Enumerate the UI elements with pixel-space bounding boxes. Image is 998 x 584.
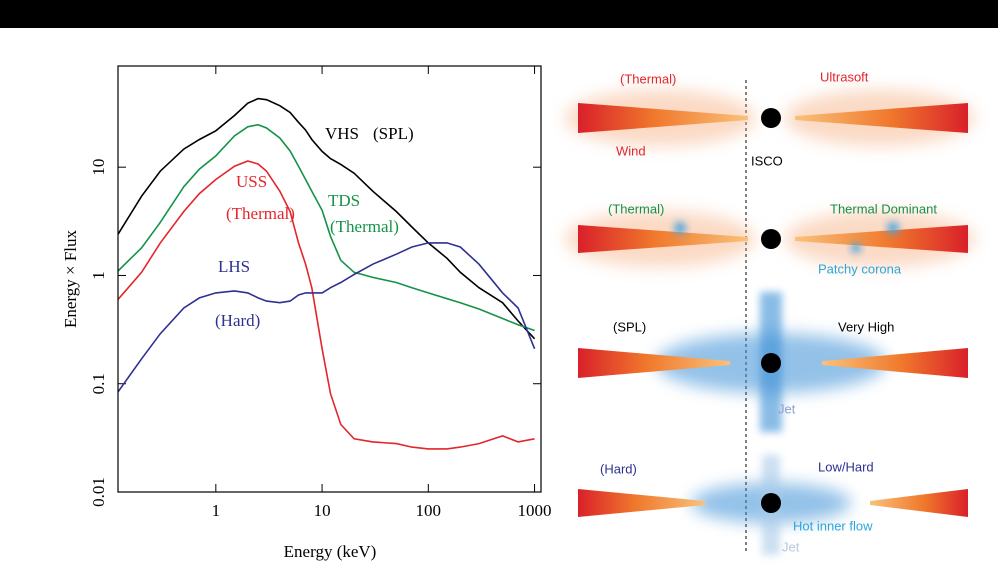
y-tick-label: 1 (89, 271, 108, 280)
series-label: TDS (328, 191, 360, 210)
top-bar (0, 0, 998, 28)
y-tick-label: 10 (89, 159, 108, 176)
note: Wind (616, 143, 646, 158)
y-axis-label: Energy × Flux (61, 229, 80, 328)
plot: 1 10 100 1000 0.01 0.1 1 10 VHS (SPL) USS (Thermal)… (89, 65, 552, 520)
state-label: Ultrasoft (820, 69, 869, 84)
state-label: Thermal Dominant (830, 201, 937, 216)
disk (822, 348, 968, 378)
series-label: LHS (218, 257, 250, 276)
black-hole (761, 108, 781, 128)
series-state: (Hard) (215, 311, 260, 330)
y-tick-label: 0.1 (89, 373, 108, 394)
series-label: VHS (325, 124, 359, 143)
state-label: (SPL) (613, 319, 646, 334)
series-label: USS (236, 172, 267, 191)
series-state: (Thermal) (330, 217, 399, 236)
disk (578, 225, 748, 253)
state-label: Very High (838, 319, 894, 334)
note: Patchy corona (818, 261, 902, 276)
x-tick-label: 1000 (518, 501, 552, 520)
series-line (118, 97, 536, 340)
x-tick-label: 10 (314, 501, 331, 520)
corona-blob (887, 222, 899, 234)
y-tick-label: 0.01 (89, 477, 108, 507)
disk (578, 489, 705, 517)
black-hole (761, 353, 781, 373)
disk (795, 225, 968, 253)
series-state: (SPL) (373, 124, 414, 143)
diagram: (Thermal) Ultrasoft Wind ISCO (Thermal) … (565, 69, 975, 555)
state-label: (Thermal) (620, 71, 676, 86)
series-group (118, 97, 536, 450)
note: Hot inner flow (793, 518, 873, 533)
note: Jet (782, 539, 800, 554)
disk (578, 348, 730, 378)
note: ISCO (751, 153, 783, 168)
series-line (118, 123, 535, 332)
series-line (118, 242, 536, 393)
corona-blob (674, 222, 686, 234)
disk (870, 489, 968, 517)
series-state: (Thermal) (226, 204, 295, 223)
state-label: (Thermal) (608, 201, 664, 216)
series-line (118, 160, 535, 450)
x-tick-label: 100 (416, 501, 442, 520)
state-label: (Hard) (600, 461, 637, 476)
x-axis-label: Energy (keV) (284, 542, 377, 561)
x-tick-label: 1 (212, 501, 221, 520)
corona-blob (851, 243, 861, 253)
plot-frame (117, 65, 542, 493)
black-hole (761, 229, 781, 249)
state-label: Low/Hard (818, 459, 874, 474)
disk (795, 103, 968, 133)
note: Jet (778, 401, 796, 416)
disk (578, 103, 748, 133)
black-hole (761, 493, 781, 513)
